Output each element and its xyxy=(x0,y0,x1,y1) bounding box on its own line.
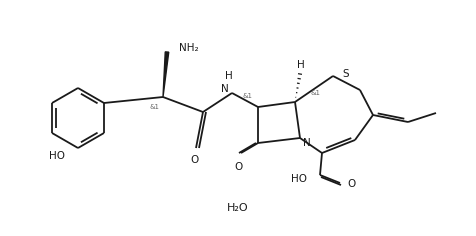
Text: O: O xyxy=(346,179,355,189)
Text: HO: HO xyxy=(290,174,307,184)
Text: NH₂: NH₂ xyxy=(178,43,198,53)
Text: &1: &1 xyxy=(310,90,320,96)
Text: HO: HO xyxy=(49,151,65,161)
Text: H: H xyxy=(225,71,232,81)
Text: O: O xyxy=(190,155,198,165)
Text: &1: &1 xyxy=(242,93,252,99)
Text: H₂O: H₂O xyxy=(227,203,248,213)
Text: H: H xyxy=(297,60,304,70)
Text: O: O xyxy=(234,162,243,172)
Text: N: N xyxy=(302,138,310,148)
Polygon shape xyxy=(163,52,169,97)
Text: N: N xyxy=(221,84,228,94)
Text: &1: &1 xyxy=(149,104,159,110)
Text: S: S xyxy=(341,69,348,79)
